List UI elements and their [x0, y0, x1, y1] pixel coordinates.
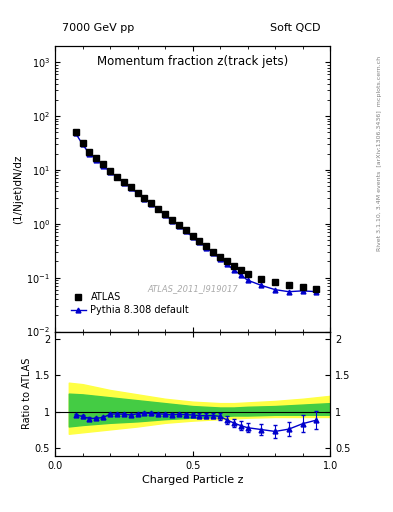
ATLAS	[115, 174, 119, 180]
Pythia 8.308 default	[204, 245, 209, 251]
Line: ATLAS: ATLAS	[73, 129, 320, 292]
Pythia 8.308 default	[184, 228, 188, 234]
ATLAS	[135, 189, 140, 196]
ATLAS	[101, 161, 105, 167]
ATLAS	[197, 238, 202, 244]
Pythia 8.308 default	[129, 185, 133, 191]
Pythia 8.308 default	[108, 169, 112, 175]
Pythia 8.308 default	[142, 196, 147, 202]
Pythia 8.308 default	[314, 289, 319, 295]
Pythia 8.308 default	[149, 201, 154, 207]
ATLAS	[225, 259, 230, 265]
ATLAS	[286, 282, 291, 288]
ATLAS	[94, 155, 99, 161]
ATLAS	[273, 279, 277, 285]
Line: Pythia 8.308 default: Pythia 8.308 default	[73, 131, 319, 294]
Pythia 8.308 default	[286, 289, 291, 295]
ATLAS	[149, 200, 154, 206]
ATLAS	[170, 217, 174, 223]
Pythia 8.308 default	[170, 218, 174, 224]
ATLAS	[73, 130, 78, 136]
Pythia 8.308 default	[101, 163, 105, 169]
ATLAS	[218, 254, 222, 260]
Pythia 8.308 default	[197, 239, 202, 245]
Text: Rivet 3.1.10, 3.4M events  [arXiv:1306.3436]  mcplots.cern.ch: Rivet 3.1.10, 3.4M events [arXiv:1306.34…	[377, 56, 382, 251]
Text: Soft QCD: Soft QCD	[270, 23, 320, 33]
Pythia 8.308 default	[121, 180, 126, 186]
Pythia 8.308 default	[156, 206, 161, 212]
Pythia 8.308 default	[73, 130, 78, 136]
ATLAS	[176, 222, 181, 228]
ATLAS	[184, 227, 188, 233]
Pythia 8.308 default	[300, 288, 305, 294]
ATLAS	[163, 211, 167, 218]
Pythia 8.308 default	[115, 174, 119, 180]
ATLAS	[190, 233, 195, 239]
ATLAS	[314, 286, 319, 292]
ATLAS	[245, 271, 250, 278]
ATLAS	[87, 148, 92, 155]
ATLAS	[239, 267, 243, 273]
ATLAS	[129, 184, 133, 190]
Pythia 8.308 default	[218, 255, 222, 262]
Pythia 8.308 default	[190, 233, 195, 240]
ATLAS	[156, 206, 161, 212]
ATLAS	[231, 263, 236, 269]
Y-axis label: (1/Njet)dN/dz: (1/Njet)dN/dz	[13, 154, 24, 224]
Text: ATLAS_2011_I919017: ATLAS_2011_I919017	[147, 284, 238, 293]
Legend: ATLAS, Pythia 8.308 default: ATLAS, Pythia 8.308 default	[68, 289, 192, 318]
Pythia 8.308 default	[94, 157, 99, 163]
ATLAS	[121, 179, 126, 185]
Pythia 8.308 default	[135, 190, 140, 196]
Pythia 8.308 default	[80, 141, 85, 147]
Y-axis label: Ratio to ATLAS: Ratio to ATLAS	[22, 358, 32, 429]
Pythia 8.308 default	[211, 250, 216, 257]
Text: 7000 GeV pp: 7000 GeV pp	[62, 23, 134, 33]
X-axis label: Charged Particle z: Charged Particle z	[142, 475, 243, 485]
Pythia 8.308 default	[245, 277, 250, 283]
Pythia 8.308 default	[231, 267, 236, 273]
Pythia 8.308 default	[87, 151, 92, 157]
Pythia 8.308 default	[259, 282, 264, 288]
Pythia 8.308 default	[273, 287, 277, 293]
ATLAS	[204, 243, 209, 249]
Pythia 8.308 default	[225, 261, 230, 267]
ATLAS	[108, 168, 112, 174]
ATLAS	[142, 195, 147, 201]
Pythia 8.308 default	[176, 223, 181, 229]
Text: Momentum fraction z(track jets): Momentum fraction z(track jets)	[97, 55, 288, 68]
Pythia 8.308 default	[239, 272, 243, 278]
ATLAS	[211, 249, 216, 255]
ATLAS	[80, 140, 85, 146]
Pythia 8.308 default	[163, 212, 167, 218]
ATLAS	[259, 276, 264, 282]
ATLAS	[300, 284, 305, 290]
